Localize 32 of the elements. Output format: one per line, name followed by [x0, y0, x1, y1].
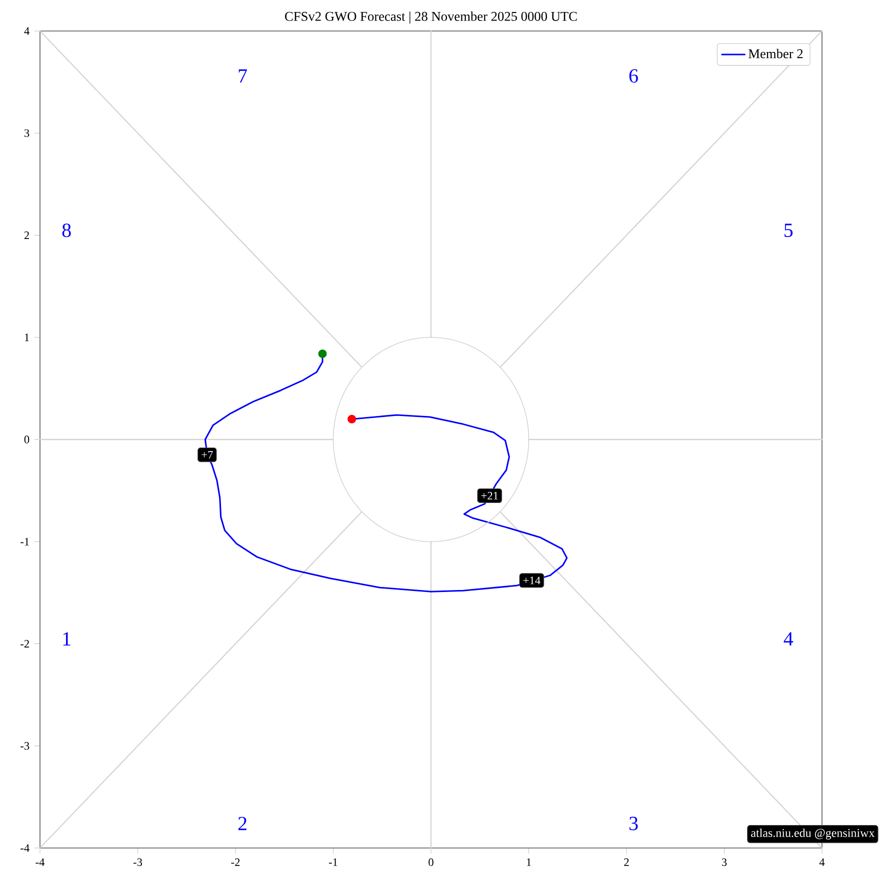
x-tick-label: 2: [624, 858, 629, 866]
annotation: 7: [238, 69, 247, 82]
annotation: 1: [63, 632, 70, 646]
x-tick-label: 4: [819, 858, 825, 866]
y-tick-label: 1: [24, 334, 29, 342]
annotation: 5: [784, 224, 793, 237]
annotation: 8: [62, 224, 71, 238]
x-tick-label: 0: [428, 858, 434, 866]
y-tick-label: -1: [20, 538, 29, 546]
x-tick-label: 1: [526, 858, 531, 866]
y-tick-label: 2: [24, 232, 29, 240]
y-tick-label: -2: [20, 640, 29, 648]
annotation: 3: [630, 816, 638, 830]
x-tick-label: -4: [36, 858, 45, 866]
annotation: 6: [629, 69, 638, 83]
annotation: atlas.niu.edu @gensiniwx: [751, 828, 875, 840]
chart-title: CFSv2 GWO Forecast | 28 November 2025 0000 UTC: [285, 11, 577, 24]
legend-label: Member 2: [748, 48, 803, 58]
y-tick-label: -4: [20, 844, 30, 852]
x-tick-label: -2: [231, 858, 240, 866]
annotation: 4: [784, 632, 794, 646]
annotation: +14: [523, 576, 540, 584]
annotation: 2: [238, 816, 246, 830]
x-tick-label: -3: [133, 858, 142, 866]
y-tick-label: 0: [24, 436, 30, 444]
y-tick-label: -3: [20, 742, 30, 750]
annotation: +21: [481, 492, 498, 500]
y-tick-label: 3: [24, 129, 30, 137]
x-tick-label: 3: [722, 858, 727, 866]
annotation: +7: [202, 451, 213, 459]
y-tick-label: 4: [24, 27, 30, 35]
x-tick-label: -1: [328, 858, 338, 866]
